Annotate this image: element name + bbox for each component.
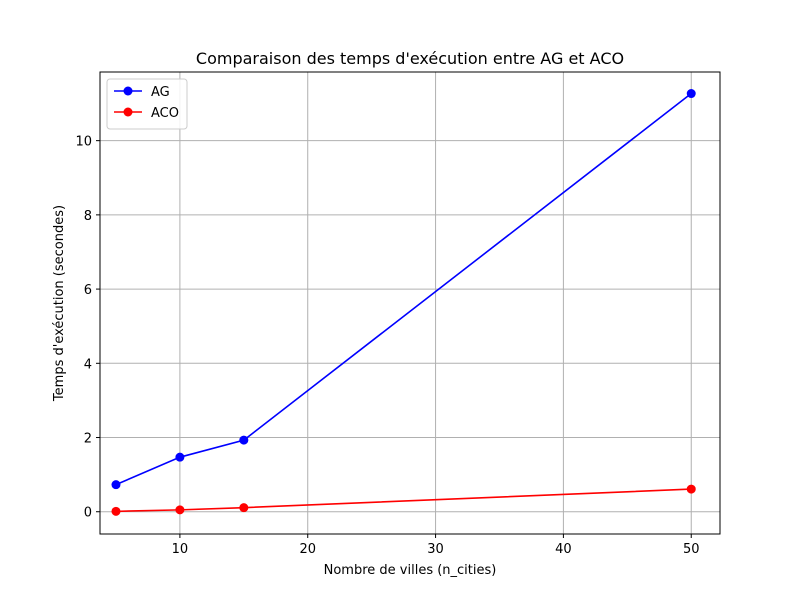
x-axis-label: Nombre de villes (n_cities) xyxy=(324,563,497,578)
legend-label-ag: AG xyxy=(151,85,170,100)
data-point-aco xyxy=(111,506,121,516)
axes-frame xyxy=(99,71,721,535)
y-tick-label: 10 xyxy=(75,135,92,150)
x-tick-label: 10 xyxy=(172,542,189,557)
data-point-ag xyxy=(111,480,121,490)
grid xyxy=(100,72,720,534)
chart-title: Comparaison des temps d'exécution entre … xyxy=(196,49,624,68)
data-point-ag xyxy=(686,89,696,99)
legend-marker-aco xyxy=(123,107,133,117)
x-tick-label: 40 xyxy=(555,542,572,557)
x-tick-label: 50 xyxy=(683,542,700,557)
y-tick-label: 2 xyxy=(84,432,92,447)
series-line-aco xyxy=(115,488,692,513)
y-tick-label: 0 xyxy=(84,506,92,521)
data-point-aco xyxy=(686,484,696,494)
data-point-aco xyxy=(175,505,185,515)
legend-box xyxy=(106,78,188,130)
y-tick-label: 8 xyxy=(84,209,92,224)
legend-label-aco: ACO xyxy=(151,106,179,121)
data-point-ag xyxy=(239,435,249,445)
x-tick-label: 20 xyxy=(299,542,316,557)
series-line-ag xyxy=(115,92,692,486)
data-point-aco xyxy=(239,503,249,513)
x-tick-label: 30 xyxy=(427,542,444,557)
y-axis-label: Temps d'exécution (secondes) xyxy=(52,205,67,402)
axis-ticks: 10 20 30 40 50 0 2 4 6 8 10 xyxy=(75,135,699,557)
legend: AG ACO xyxy=(106,78,188,130)
y-tick-label: 4 xyxy=(84,357,92,372)
plot-series xyxy=(111,89,696,516)
y-tick-label: 6 xyxy=(84,283,92,298)
legend-marker-ag xyxy=(123,86,133,96)
data-point-ag xyxy=(175,452,185,462)
